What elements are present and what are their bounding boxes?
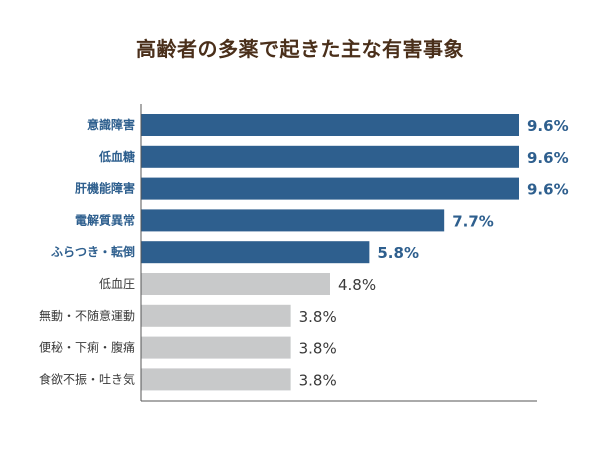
bar-1	[141, 114, 519, 136]
category-label-3: 肝機能障害	[75, 181, 135, 196]
value-label-3: 9.6%	[527, 181, 569, 199]
bar-2	[141, 145, 519, 168]
value-label-5: 5.8%	[377, 244, 419, 262]
category-label-6: 低血圧	[99, 277, 135, 291]
value-label-2: 9.6%	[527, 149, 569, 167]
bar-7	[141, 304, 291, 327]
value-label-4: 7.7%	[452, 212, 494, 230]
bar-3	[141, 177, 519, 200]
value-label-9: 3.8%	[299, 371, 337, 389]
value-label-6: 4.8%	[338, 276, 376, 294]
category-label-8: 便秘・下痢・腹痛	[39, 340, 135, 355]
chart-title: 高齢者の多薬で起きた主な有害事象	[136, 37, 464, 61]
category-label-5: ふらつき・転倒	[51, 244, 135, 259]
category-label-9: 食欲不振・吐き気	[39, 371, 135, 386]
category-label-2: 低血糖	[98, 149, 135, 164]
bar-6	[141, 273, 330, 295]
value-label-8: 3.8%	[299, 340, 337, 358]
bar-4	[141, 209, 445, 232]
value-label-1: 9.6%	[527, 117, 569, 135]
category-label-4: 電解質異常	[75, 212, 135, 227]
bar-9	[141, 368, 291, 391]
value-label-7: 3.8%	[299, 308, 337, 326]
category-label-7: 無動・不随意運動	[39, 308, 135, 323]
bar-8	[141, 336, 291, 359]
category-label-1: 意識障害	[87, 117, 135, 132]
bar-5	[141, 241, 370, 264]
